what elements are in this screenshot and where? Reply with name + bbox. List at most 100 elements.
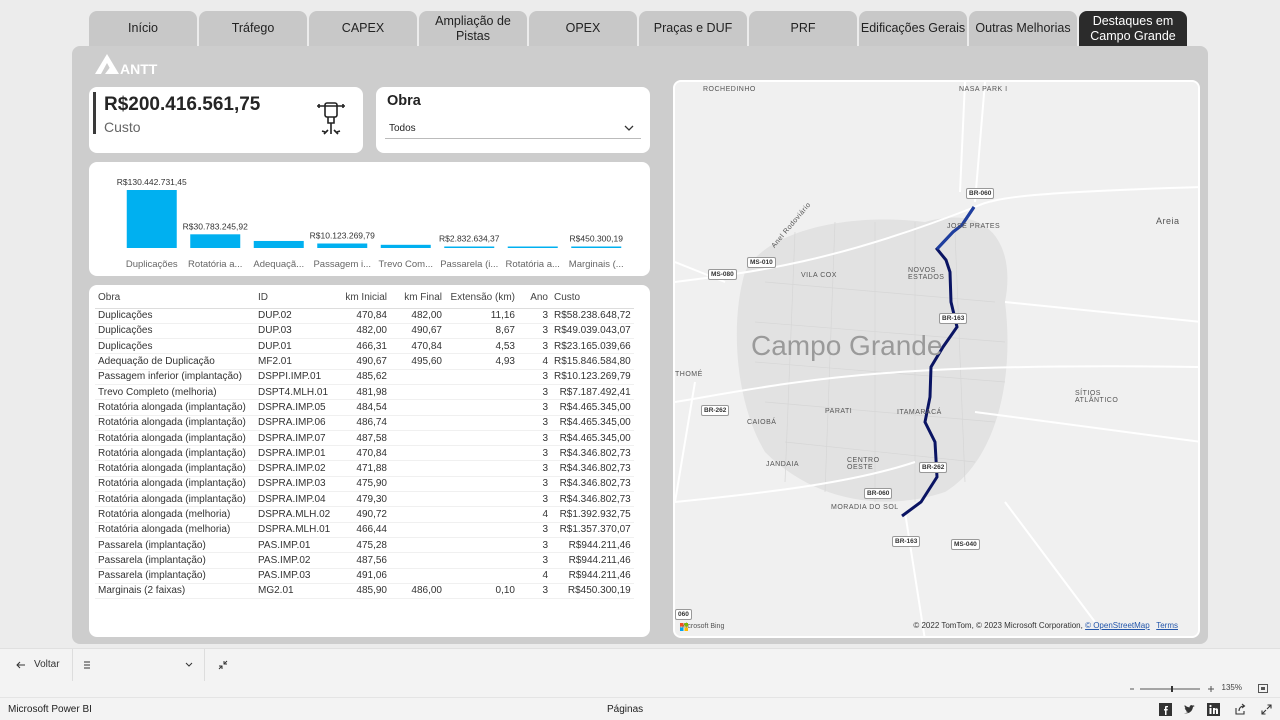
table-cell: Passagem inferior (implantação) (95, 369, 255, 385)
table-cell: 3 (518, 552, 551, 569)
table-cell: 3 (518, 415, 551, 431)
collapse-icon[interactable] (218, 660, 228, 670)
column-header[interactable]: Obra (95, 288, 255, 309)
chart-bar[interactable] (317, 243, 368, 248)
bar-data-label: R$130.442.731,45 (117, 177, 187, 187)
tab-edificacoes-gerais[interactable]: Edificações Gerais (859, 11, 967, 46)
table-row[interactable]: Rotatória alongada (melhoria) DSPRA.MLH.0… (95, 506, 634, 523)
table-row[interactable]: Duplicações DUP.03 482,00 490,67 8,67 3 R$49.0… (95, 323, 634, 340)
obras-table: Obra ID km Inicial km Final Extensão (km) Ano… (95, 288, 634, 600)
linkedin-icon[interactable] (1207, 703, 1220, 716)
table-cell: R$4.346.802,73 (551, 460, 634, 477)
column-header[interactable]: Extensão (km) (445, 288, 518, 309)
kpi-accent-bar (93, 92, 96, 134)
column-header[interactable]: ID (255, 288, 335, 309)
chart-bar[interactable] (571, 246, 622, 249)
table-cell (390, 430, 445, 447)
tab-trafego[interactable]: Tráfego (199, 11, 307, 46)
map-label: NASA PARK I (959, 86, 1008, 93)
table-row[interactable]: Rotatória alongada (implantação) DSPRA.IM… (95, 415, 634, 431)
table-cell: Duplicações (95, 308, 255, 324)
table-row[interactable]: Rotatória alongada (melhoria) DSPRA.MLH.0… (95, 522, 634, 538)
table-cell: 470,84 (390, 338, 445, 355)
tab-ampliacao-de-pistas[interactable]: Ampliação de Pistas (419, 11, 527, 46)
road-badge: MS-080 (708, 269, 737, 280)
column-header[interactable]: Custo (551, 288, 634, 309)
x-tick-label: Duplicações (126, 259, 178, 270)
table-cell: DSPT4.MLH.01 (255, 384, 335, 401)
table-row[interactable]: Rotatória alongada (implantação) DSPRA.IM… (95, 399, 634, 416)
table-cell: DSPRA.IMP.02 (255, 460, 335, 477)
status-bar: Microsoft Power BI Páginas (0, 697, 1280, 720)
chart-bar[interactable] (444, 246, 495, 249)
table-cell: 471,88 (335, 460, 390, 477)
table-row[interactable]: Passagem inferior (implantação) DSPPI.IMP… (95, 369, 634, 385)
dropdown-value: Todos (389, 123, 416, 134)
app-name: Microsoft Power BI (8, 704, 92, 715)
table-row[interactable]: Passarela (implantação) PAS.IMP.03 491,06 4… (95, 568, 634, 584)
table-cell: R$4.465.345,00 (551, 430, 634, 447)
table-cell: 3 (518, 399, 551, 416)
tab-inicio[interactable]: Início (89, 11, 197, 46)
table-cell: 487,56 (335, 552, 390, 569)
table-cell: 485,90 (335, 583, 390, 600)
bar-data-label: R$30.783.245,92 (183, 221, 248, 231)
road-badge: BR-060 (864, 488, 893, 499)
antt-logo: ANTT (95, 54, 158, 76)
table-row[interactable]: Passarela (implantação) PAS.IMP.02 487,56 3… (95, 552, 634, 569)
road-badge: BR-262 (919, 462, 948, 473)
table-cell: 475,90 (335, 476, 390, 493)
map-visual[interactable]: Campo Grande ROCHEDINHO NASA PARK I JOSÉ… (673, 80, 1200, 638)
table-row[interactable]: Rotatória alongada (implantação) DSPRA.IM… (95, 430, 634, 447)
osm-link[interactable]: © OpenStreetMap (1085, 621, 1150, 630)
table-row[interactable]: Rotatória alongada (implantação) DSPRA.IM… (95, 445, 634, 462)
table-row[interactable]: Marginais (2 faixas) MG2.01 485,90 486,00 0,… (95, 583, 634, 600)
table-cell: 491,06 (335, 568, 390, 584)
table-cell (445, 491, 518, 508)
table-cell: Rotatória alongada (melhoria) (95, 522, 255, 538)
table-cell: DSPRA.IMP.05 (255, 399, 335, 416)
column-header[interactable]: Ano (518, 288, 551, 309)
tab-prf[interactable]: PRF (749, 11, 857, 46)
chart-bar[interactable] (253, 240, 304, 248)
tab-pracas-e-duf[interactable]: Praças e DUF (639, 11, 747, 46)
tab-capex[interactable]: CAPEX (309, 11, 417, 46)
terms-link[interactable]: Terms (1156, 621, 1178, 630)
tab-outras-melhorias[interactable]: Outras Melhorias (969, 11, 1077, 46)
x-tick-label: Rotatória a... (506, 259, 560, 270)
table-row[interactable]: Passarela (implantação) PAS.IMP.01 475,28 3… (95, 537, 634, 554)
share-icon[interactable] (1234, 703, 1247, 716)
table-row[interactable]: Rotatória alongada (implantação) DSPRA.IM… (95, 476, 634, 493)
column-header[interactable]: km Final (390, 288, 445, 309)
table-cell: 3 (518, 476, 551, 493)
chart-bar[interactable] (126, 190, 177, 248)
table-row[interactable]: Rotatória alongada (implantação) DSPRA.IM… (95, 460, 634, 477)
table-row[interactable]: Duplicações DUP.02 470,84 482,00 11,16 3 R$58.… (95, 308, 634, 324)
fullscreen-icon[interactable] (1260, 703, 1273, 716)
obra-dropdown[interactable]: Todos (385, 117, 641, 139)
fit-page-icon[interactable] (1258, 684, 1268, 693)
attribution-text: © 2022 TomTom, © 2023 Microsoft Corporat… (913, 621, 1083, 630)
table-cell: DUP.02 (255, 308, 335, 324)
chart-bar[interactable] (380, 244, 431, 248)
table-row[interactable]: Adequação de Duplicação MF2.01 490,67 495,6… (95, 353, 634, 370)
jackhammer-icon (317, 102, 345, 135)
table-row[interactable]: Trevo Completo (melhoria) DSPT4.MLH.01 481… (95, 384, 634, 401)
zoom-slider[interactable] (1130, 685, 1215, 693)
chart-bar[interactable] (190, 234, 241, 248)
facebook-icon[interactable] (1159, 703, 1172, 716)
pages-button[interactable]: Páginas (607, 704, 644, 715)
table-row[interactable]: Duplicações DUP.01 466,31 470,84 4,53 3 R$23.1… (95, 338, 634, 355)
twitter-icon[interactable] (1183, 703, 1196, 716)
page-menu-dropdown[interactable] (84, 657, 196, 673)
table-cell: 0,10 (445, 583, 518, 600)
table-cell: 466,31 (335, 338, 390, 355)
tab-destaques-campo-grande[interactable]: Destaques em Campo Grande (1079, 11, 1187, 46)
column-header[interactable]: km Inicial (335, 288, 390, 309)
table-cell: 4 (518, 506, 551, 523)
table-row[interactable]: Rotatória alongada (implantação) DSPRA.IM… (95, 491, 634, 508)
tab-opex[interactable]: OPEX (529, 11, 637, 46)
chart-bar[interactable] (507, 246, 558, 249)
table-cell: 3 (518, 445, 551, 462)
back-button[interactable]: Voltar (16, 659, 60, 670)
